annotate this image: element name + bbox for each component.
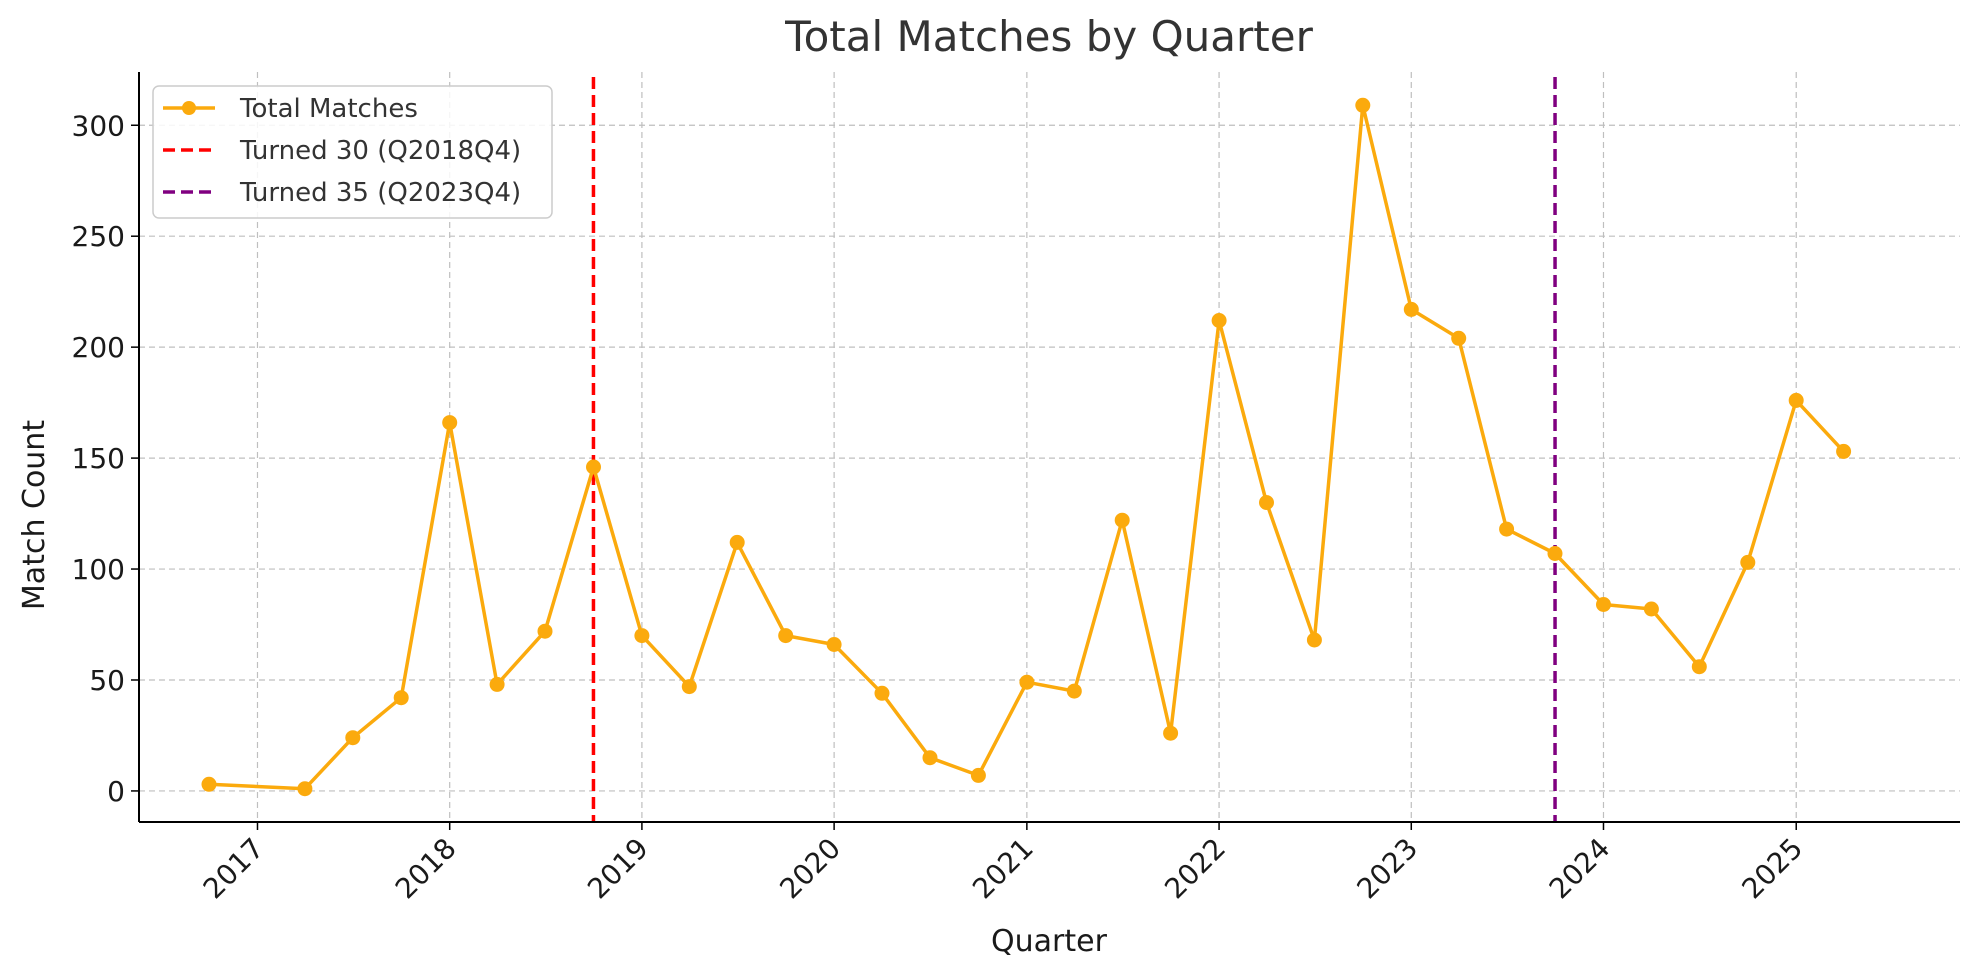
x-tick-label: 2024 bbox=[1543, 832, 1617, 906]
axes bbox=[131, 72, 1960, 830]
legend-label-turned-35: Turned 35 (Q2023Q4) bbox=[239, 178, 521, 208]
data-point bbox=[297, 781, 313, 797]
data-point bbox=[1451, 330, 1467, 346]
data-point bbox=[442, 415, 458, 431]
data-point bbox=[778, 628, 794, 644]
data-point bbox=[1355, 97, 1371, 113]
y-tick-label: 100 bbox=[72, 553, 125, 586]
data-point bbox=[634, 628, 650, 644]
data-point bbox=[1836, 443, 1852, 459]
data-point bbox=[826, 637, 842, 652]
data-point bbox=[1740, 554, 1756, 570]
x-tick-label: 2021 bbox=[966, 832, 1040, 906]
data-point bbox=[1066, 683, 1082, 699]
data-point bbox=[1211, 313, 1227, 328]
y-tick-label: 0 bbox=[107, 775, 125, 808]
data-point bbox=[1114, 512, 1130, 528]
x-tick-label: 2019 bbox=[581, 832, 655, 906]
y-axis-label: Match Count bbox=[17, 420, 52, 610]
data-point bbox=[1306, 632, 1322, 648]
legend-label-turned-30: Turned 30 (Q2018Q4) bbox=[239, 136, 521, 166]
data-point bbox=[1547, 546, 1563, 561]
data-point bbox=[1788, 392, 1804, 408]
reference-lines bbox=[591, 77, 1557, 822]
x-tick-label: 2025 bbox=[1735, 832, 1809, 906]
y-tick-label: 200 bbox=[72, 331, 125, 364]
data-point bbox=[729, 534, 745, 550]
x-tick-label: 2020 bbox=[773, 832, 847, 906]
data-point bbox=[393, 690, 409, 706]
data-point bbox=[1163, 725, 1179, 741]
data-point bbox=[1691, 659, 1707, 675]
legend-box bbox=[152, 85, 553, 219]
data-point bbox=[1259, 495, 1274, 510]
series-line bbox=[208, 103, 1845, 791]
chart-title: Total Matches by Quarter bbox=[784, 12, 1314, 61]
legend-label-total-matches: Total Matches bbox=[239, 94, 418, 124]
x-axis-label: Quarter bbox=[991, 924, 1108, 959]
x-tick-labels: 2017 2018 2019 2020 2021 2022 2023 2024 2025 bbox=[197, 832, 1809, 906]
data-point bbox=[1019, 674, 1035, 690]
data-point bbox=[922, 750, 938, 766]
data-point bbox=[1499, 521, 1515, 537]
y-tick-label: 50 bbox=[89, 664, 125, 697]
data-point bbox=[489, 676, 505, 692]
x-tick-label: 2018 bbox=[389, 832, 463, 906]
data-point bbox=[586, 459, 601, 475]
y-tick-labels: 0 50 100 150 200 250 300 bbox=[72, 109, 125, 808]
y-tick-label: 300 bbox=[72, 109, 125, 142]
x-tick-label: 2023 bbox=[1351, 832, 1425, 906]
y-tick-label: 250 bbox=[72, 220, 125, 253]
data-point bbox=[1643, 601, 1659, 617]
data-point bbox=[970, 767, 986, 783]
data-point bbox=[1403, 301, 1419, 317]
y-tick-label: 150 bbox=[72, 442, 125, 475]
data-point bbox=[681, 679, 697, 695]
x-tick-label: 2022 bbox=[1158, 832, 1232, 906]
legend: Total Matches Turned 30 (Q2018Q4) Turned… bbox=[152, 85, 553, 219]
x-tick-label: 2017 bbox=[197, 832, 271, 906]
data-point bbox=[201, 776, 217, 792]
data-point bbox=[345, 730, 361, 746]
data-point bbox=[537, 623, 553, 639]
legend-marker-total-matches bbox=[182, 101, 196, 115]
data-point bbox=[1596, 597, 1611, 612]
data-point bbox=[874, 685, 890, 701]
series-layer bbox=[201, 97, 1852, 797]
